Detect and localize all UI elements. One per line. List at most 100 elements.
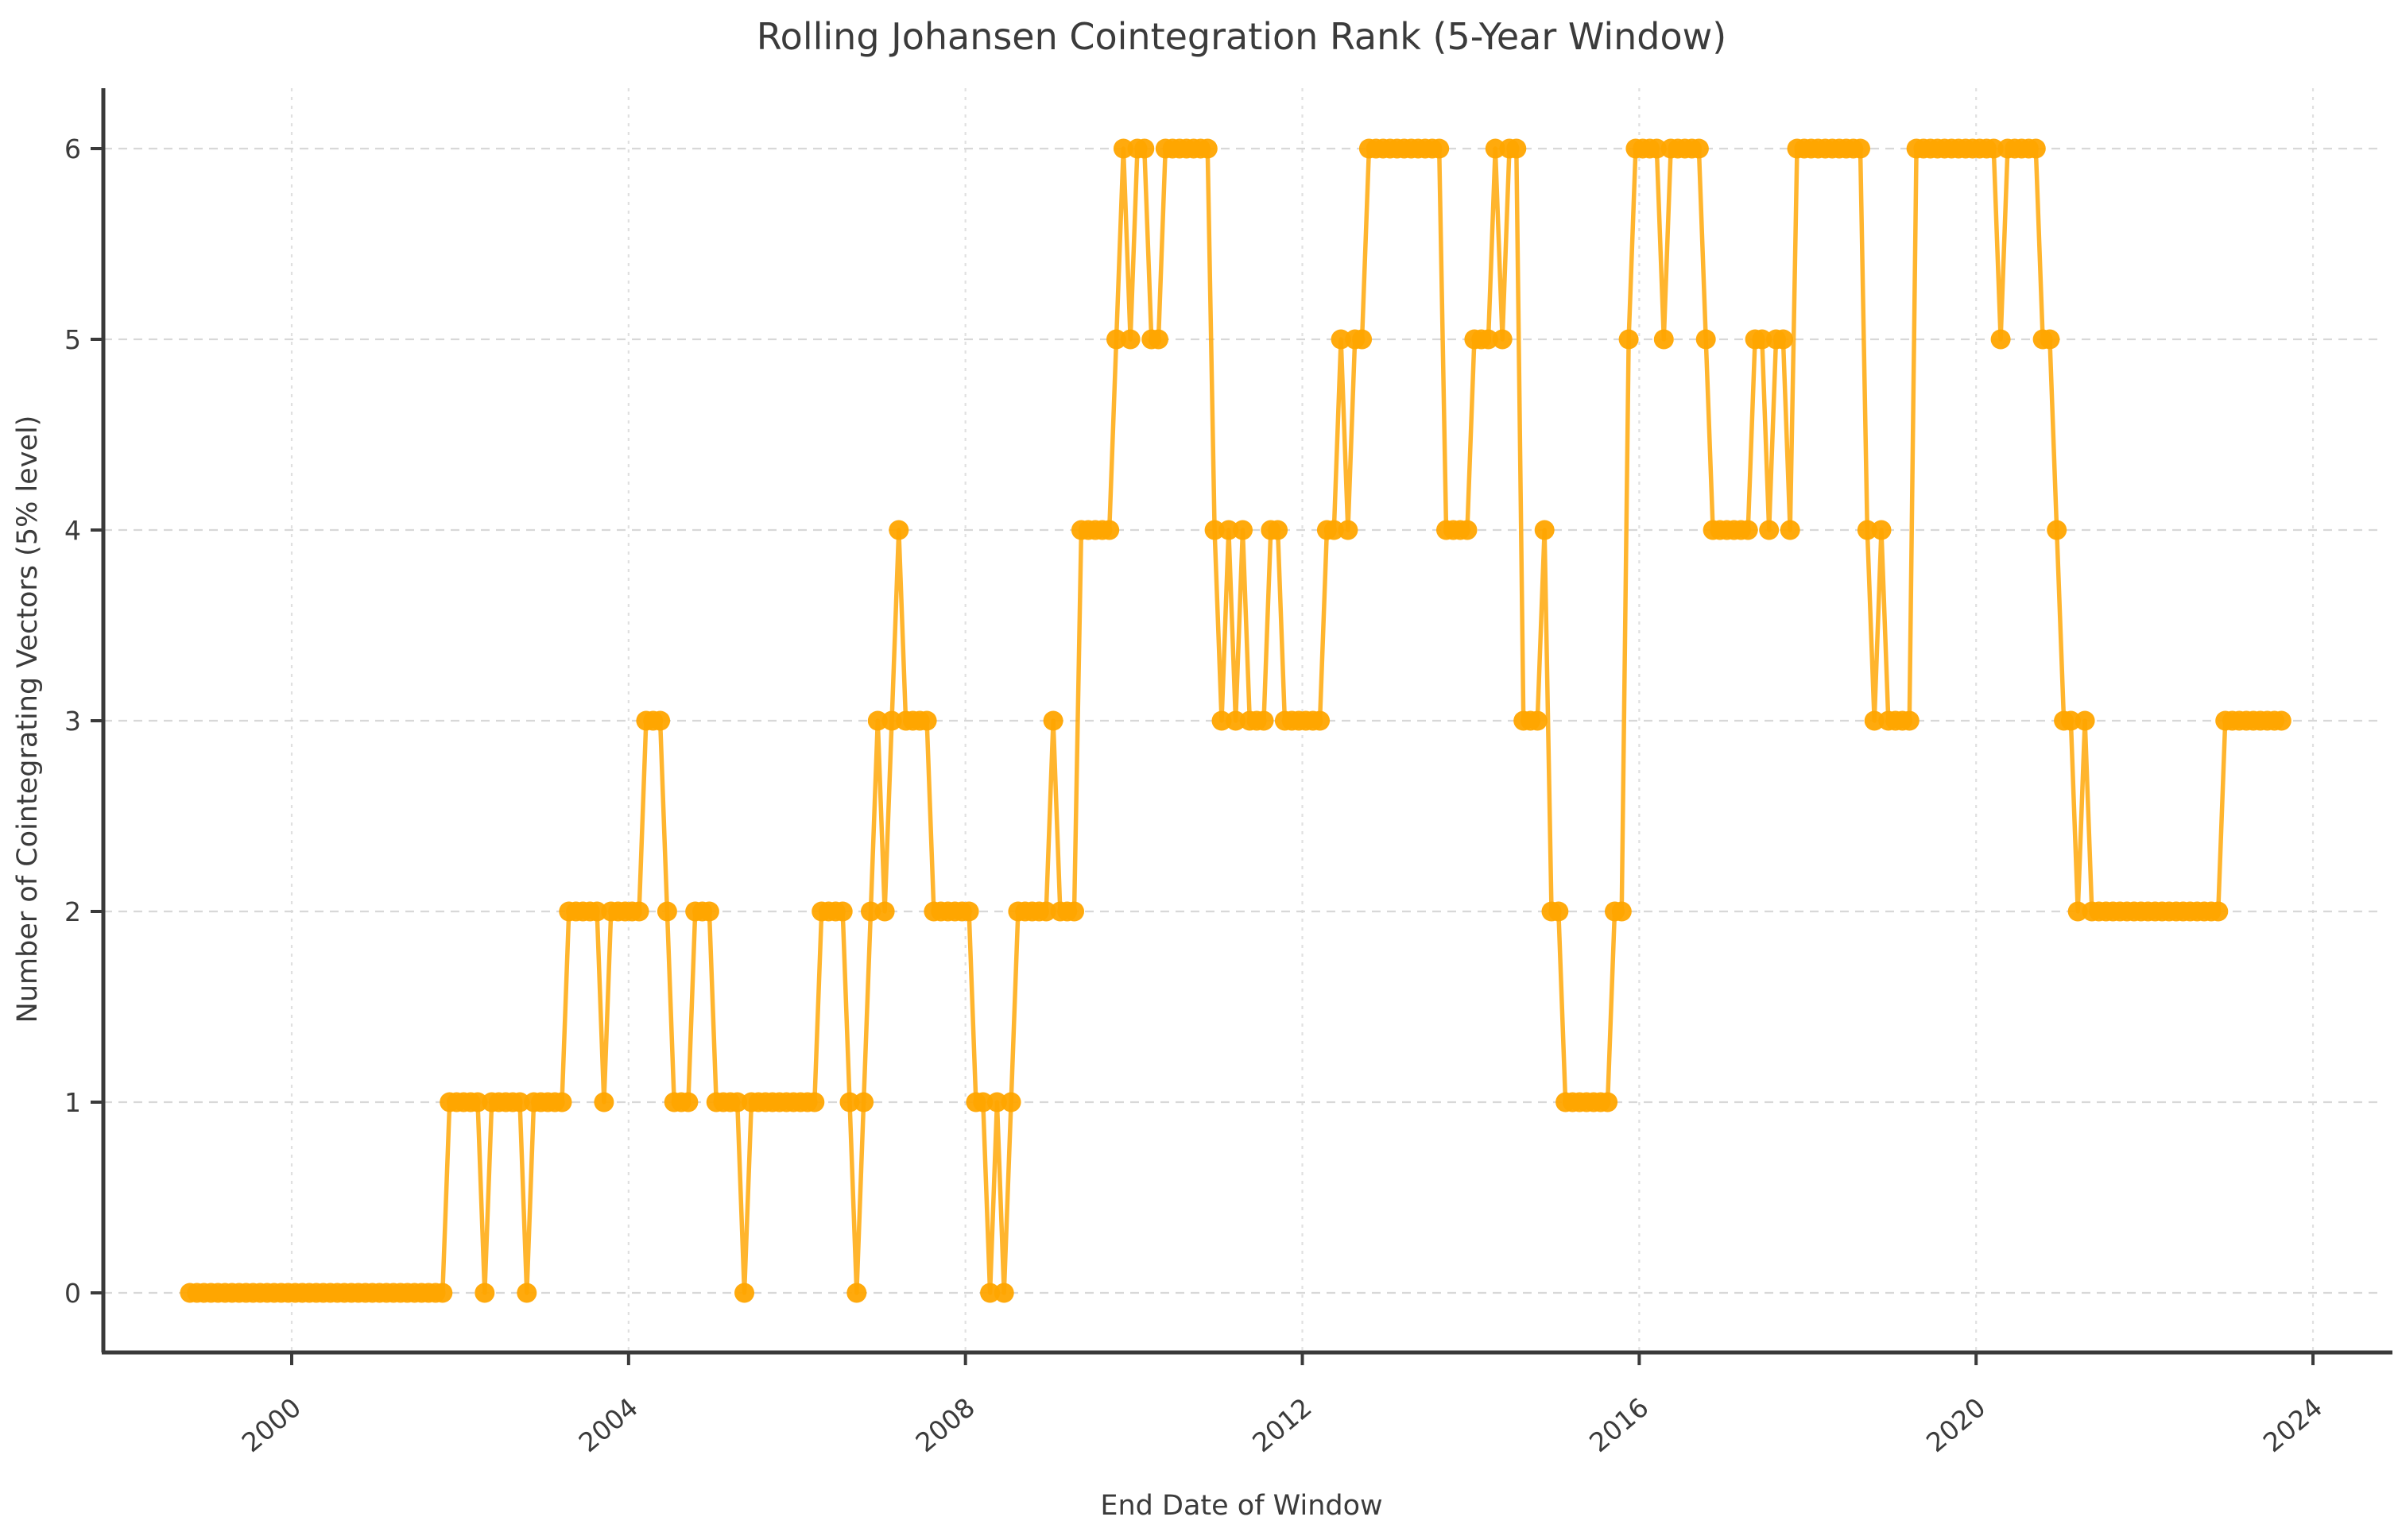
rank-series-marker [509,1092,530,1112]
rank-series-marker [1043,710,1063,731]
rank-series-marker [1485,138,1505,159]
rank-series-marker [1506,138,1527,159]
rank-series-marker [994,1283,1014,1303]
rank-series-marker [432,1283,453,1303]
rank-series-marker [1113,138,1133,159]
y-tick-label: 4 [64,515,81,546]
x-tick-label: 2016 [1583,1391,1654,1458]
y-tick-label: 5 [64,324,81,355]
y-axis-label: Number of Cointegrating Vectors (5% leve… [12,416,44,1023]
rank-series-marker [2025,138,2046,159]
rank-series-marker [1534,520,1555,540]
rank-series-marker [475,1283,495,1303]
series-layer [180,138,2291,1303]
chart-title: Rolling Johansen Cointegration Rank (5-Y… [757,15,1726,58]
rank-series-marker [846,1283,867,1303]
rank-series-marker [1331,329,1351,350]
rank-series-marker [1983,138,2004,159]
rank-series-marker [1990,329,2011,350]
x-tick-label: 2024 [2257,1391,2328,1458]
rank-series-marker [2040,329,2060,350]
rank-series-marker [1310,710,1331,731]
rank-series-marker [804,1092,825,1112]
rank-series-marker [1759,520,1780,540]
rank-series-marker [1695,329,1716,350]
rank-series-marker [1149,329,1168,350]
rank-series-marker [973,1092,994,1112]
rank-series-marker [1772,329,1793,350]
rank-series-marker [1134,138,1155,159]
rank-series-marker [1752,329,1772,350]
rank-series-marker [1429,138,1450,159]
rank-series-marker [1780,520,1800,540]
rank-series-marker [916,710,937,731]
rank-series-marker [1211,710,1232,731]
y-tick-label: 2 [64,896,81,927]
rank-series-marker [1106,329,1126,350]
rank-series-marker [552,1092,572,1112]
rank-series-marker [1688,138,1709,159]
rank-series-marker [587,901,607,922]
rank-series-marker [650,710,671,731]
rank-series-marker [629,901,649,922]
tick-label-layer: 0 1 2 3 4 5 6 2000 2004 2008 2012 2016 2020 2024 [64,133,2328,1458]
rank-series-marker [1338,520,1358,540]
rank-series-marker [1323,520,1344,540]
rank-series-marker [832,901,853,922]
rank-series-marker [980,1283,1001,1303]
rank-series-marker [839,1092,860,1112]
rank-series-marker [734,1283,754,1303]
x-tick-label: 2020 [1920,1391,1991,1458]
rank-series-marker [1197,138,1218,159]
rank-series-marker [959,901,979,922]
rank-series-marker [517,1283,537,1303]
rank-series-marker [1268,520,1288,540]
x-tick-label: 2004 [573,1391,644,1458]
rank-series-marker [1457,520,1478,540]
rank-series-marker [1120,329,1141,350]
rank-series-marker [1352,329,1373,350]
rank-series-marker [467,1092,488,1112]
rank-series-marker [594,1092,614,1112]
y-tick-label: 3 [64,706,81,737]
rank-series-marker [1527,710,1548,731]
rank-series-marker [2208,901,2229,922]
rank-series-marker [1478,329,1498,350]
rank-series-marker [2075,710,2095,731]
rank-series-marker [1857,520,1877,540]
rank-series-marker [1611,901,1632,922]
rank-series-marker [986,1092,1007,1112]
rank-series-marker [1653,329,1674,350]
axis-layer [91,88,2392,1365]
rank-series-marker [1548,901,1569,922]
x-tick-label: 2008 [909,1391,980,1458]
rank-series-marker [861,901,881,922]
y-tick-label: 1 [64,1087,81,1118]
rank-series-marker [1850,138,1870,159]
rank-series-marker [867,710,888,731]
rank-series-marker [2047,520,2067,540]
rank-series-marker [1064,901,1084,922]
rank-series-marker [2271,710,2291,731]
rank-series-marker [1099,520,1120,540]
rank-series-marker [1226,710,1246,731]
rank-series-marker [2060,710,2081,731]
rank-series-marker [854,1092,874,1112]
rank-series-marker [874,901,895,922]
rank-series-marker [1492,329,1513,350]
rank-series-marker [1253,710,1274,731]
rank-series-marker [1737,520,1758,540]
rank-series-marker [678,1092,699,1112]
y-tick-label: 6 [64,133,81,164]
rank-series-marker [657,901,677,922]
rank-series-marker [881,710,902,731]
rank-series-marker [889,520,909,540]
x-tick-label: 2012 [1246,1391,1317,1458]
y-tick-label: 0 [64,1278,81,1309]
rank-series-marker [1001,1092,1021,1112]
rank-series-marker [1598,1092,1618,1112]
rank-series-marker [699,901,719,922]
rank-series-marker [1204,520,1225,540]
